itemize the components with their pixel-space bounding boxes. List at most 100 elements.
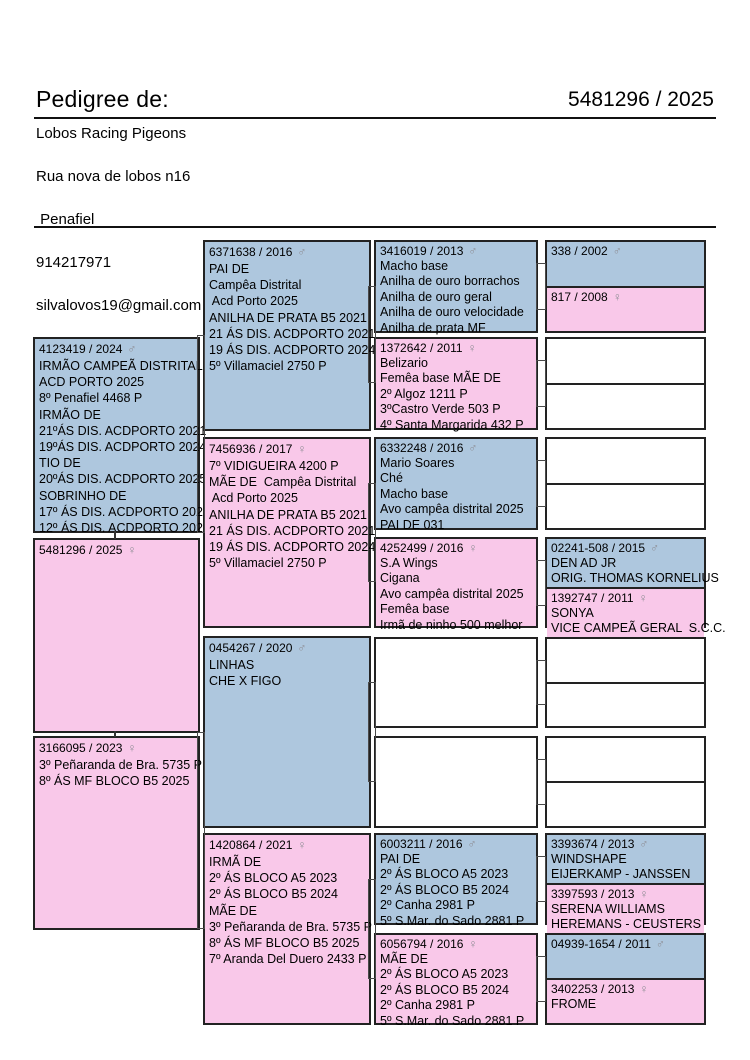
dam-box: 817 / 2008 ♀ xyxy=(547,287,704,331)
header-divider-top xyxy=(34,117,716,119)
pigeon-notes: S.A Wings Cigana Avo campêa distrital 20… xyxy=(380,556,524,632)
pigeon-notes: 7º VIDIGUEIRA 4200 P MÃE DE Campêa Distr… xyxy=(209,459,376,571)
male-sex-icon: ♂ xyxy=(650,541,660,555)
connector-bracket xyxy=(536,460,546,507)
ring-line: 6332248 / 2016 ♂ xyxy=(380,441,532,456)
ring-line: 5481296 / 2025 ♀ xyxy=(39,542,194,559)
male-sex-icon: ♂ xyxy=(467,837,477,851)
pigeon-notes: 3º Peñaranda de Bra. 5735 P 8º ÁS MF BLO… xyxy=(39,758,203,789)
great-grandparent-box-5-empty xyxy=(374,637,538,728)
female-sex-icon: ♀ xyxy=(468,541,478,555)
sire-box: 338 / 2002 ♂ xyxy=(547,242,704,288)
great-grandparent-box-4: 4252499 / 2016 ♀ S.A Wings Cigana Avo cam… xyxy=(374,537,538,632)
connector-bracket xyxy=(368,483,376,582)
sire-box: 02241-508 / 2015 ♂ DEN AD JR ORIG. THOMAS… xyxy=(547,539,719,589)
great-great-grandparent-pair-5-empty xyxy=(545,637,706,728)
ring-line: 3416019 / 2013 ♂ xyxy=(380,244,532,259)
ring-line: 4123419 / 2024 ♂ xyxy=(39,341,194,358)
pigeon-notes: WINDSHAPE EIJERKAMP - JANSSEN xyxy=(551,852,691,882)
ring-number: 4123419 / 2024 xyxy=(39,342,123,356)
great-great-grandparent-pair-8: 04939-1654 / 2011 ♂ 3402253 / 2013 ♀ FROME xyxy=(545,933,706,1025)
loft-address-street: Rua nova de lobos n16 xyxy=(36,168,191,185)
pigeon-notes: DEN AD JR ORIG. THOMAS KORNELIUS xyxy=(551,556,719,586)
connector-bracket xyxy=(197,732,205,929)
dam-box xyxy=(547,683,704,726)
father-box: 4123419 / 2024 ♂ IRMÃO CAMPEÃ DISTRITAL A… xyxy=(33,337,210,535)
ring-number: 1420864 / 2021 xyxy=(209,838,293,852)
great-great-grandparent-pair-1: 338 / 2002 ♂ 817 / 2008 ♀ xyxy=(545,240,706,333)
connector-bracket xyxy=(536,759,546,805)
pigeon-notes: Belizario Femêa base MÃE DE 2º Algoz 121… xyxy=(380,356,524,432)
ring-line: 338 / 2002 ♂ xyxy=(551,244,700,259)
female-sex-icon: ♀ xyxy=(639,886,649,901)
sire-box xyxy=(547,339,704,385)
subject-ring-number: 5481296 / 2025 xyxy=(568,88,714,111)
great-grandparent-box-6-empty xyxy=(374,736,538,828)
ring-number: 4252499 / 2016 xyxy=(380,541,464,555)
connector-line xyxy=(114,731,116,737)
ring-number: 6332248 / 2016 xyxy=(380,441,464,455)
connector-bracket xyxy=(368,286,376,383)
sire-box xyxy=(547,639,704,684)
ring-number: 7456936 / 2017 xyxy=(209,442,293,456)
ring-line: 6056794 / 2016 ♀ xyxy=(380,937,532,952)
connector-bracket xyxy=(536,956,546,1002)
ring-line: 3402253 / 2013 ♀ xyxy=(551,982,700,997)
female-sex-icon: ♀ xyxy=(297,838,307,852)
ring-number: 3402253 / 2013 xyxy=(551,982,635,996)
dam-box xyxy=(547,783,704,826)
ring-number: 02241-508 / 2015 xyxy=(551,541,646,555)
dam-box xyxy=(547,484,704,528)
maternal-grandmother-box: 1420864 / 2021 ♀ IRMÃ DE 2º ÁS BLOCO A5 2… xyxy=(203,833,372,1025)
ring-number: 6056794 / 2016 xyxy=(380,937,464,951)
connector-bracket xyxy=(536,263,546,310)
maternal-grandfather-box: 0454267 / 2020 ♂ LINHAS CHE X FIGO xyxy=(203,636,371,828)
ring-line: 3166095 / 2023 ♀ xyxy=(39,740,194,757)
connector-bracket xyxy=(368,879,376,979)
loft-info-block: Lobos Racing Pigeons Rua nova de lobos n… xyxy=(36,123,201,317)
pigeon-notes: PAI DE 2º ÁS BLOCO A5 2023 2º ÁS BLOCO B… xyxy=(380,852,525,928)
great-grandparent-box-1: 3416019 / 2013 ♂ Macho base Anilha de our… xyxy=(374,240,538,335)
connector-bracket xyxy=(197,335,205,533)
great-grandparent-box-7: 6003211 / 2016 ♂ PAI DE 2º ÁS BLOCO A5 20… xyxy=(374,833,538,928)
ring-number: 3416019 / 2013 xyxy=(380,244,464,258)
connector-bracket xyxy=(536,856,546,902)
sire-box xyxy=(547,439,704,485)
ring-number: 6003211 / 2016 xyxy=(380,837,463,851)
ring-line: 3397593 / 2013 ♀ xyxy=(551,887,700,902)
pigeon-notes: SONYA VICE CAMPEÃ GERAL S.C.C. xyxy=(551,605,726,636)
great-great-grandparent-pair-7: 3393674 / 2013 ♂ WINDSHAPE EIJERKAMP - JA… xyxy=(545,833,706,933)
ring-line: 0454267 / 2020 ♂ xyxy=(209,640,365,657)
loft-name: Lobos Racing Pigeons xyxy=(36,125,187,142)
sire-box: 3393674 / 2013 ♂ WINDSHAPE EIJERKAMP - JA… xyxy=(547,835,704,885)
male-sex-icon: ♂ xyxy=(468,441,478,455)
female-sex-icon: ♀ xyxy=(127,543,137,557)
ring-line: 4252499 / 2016 ♀ xyxy=(380,541,532,556)
great-great-grandparent-pair-6-empty xyxy=(545,736,706,828)
male-sex-icon: ♂ xyxy=(127,342,137,356)
great-great-grandparent-pair-4: 02241-508 / 2015 ♂ DEN AD JR ORIG. THOMAS… xyxy=(545,537,726,637)
ring-number: 1372642 / 2011 xyxy=(380,341,463,355)
pigeon-notes: LINHAS CHE X FIGO xyxy=(209,658,282,689)
female-sex-icon: ♀ xyxy=(468,937,478,951)
connector-bracket xyxy=(368,682,376,782)
header-divider-bottom xyxy=(34,226,716,228)
ring-number: 817 / 2008 xyxy=(551,289,608,304)
great-great-grandparent-pair-2-empty xyxy=(545,337,706,430)
loft-phone: 914217971 xyxy=(36,254,112,271)
ring-line: 02241-508 / 2015 ♂ xyxy=(551,541,700,556)
pigeon-notes: MÃE DE 2º ÁS BLOCO A5 2023 2º ÁS BLOCO B… xyxy=(380,952,525,1028)
ring-number: 5481296 / 2025 xyxy=(39,543,123,557)
female-sex-icon: ♀ xyxy=(638,590,648,605)
ring-line: 04939-1654 / 2011 ♂ xyxy=(551,937,700,952)
ring-line: 7456936 / 2017 ♀ xyxy=(209,441,365,458)
female-sex-icon: ♀ xyxy=(297,442,307,456)
ring-number: 0454267 / 2020 xyxy=(209,641,293,655)
great-grandparent-box-3: 6332248 / 2016 ♂ Mario Soares Ché Macho b… xyxy=(374,437,538,532)
ring-line: 6003211 / 2016 ♂ xyxy=(380,837,532,852)
mother-box: 3166095 / 2023 ♀ 3º Peñaranda de Bra. 573… xyxy=(33,736,203,930)
ring-line: 1372642 / 2011 ♀ xyxy=(380,341,532,356)
ring-line: 3393674 / 2013 ♂ xyxy=(551,837,700,852)
paternal-grandmother-box: 7456936 / 2017 ♀ 7º VIDIGUEIRA 4200 P MÃE… xyxy=(203,437,376,628)
dam-box xyxy=(547,384,704,428)
